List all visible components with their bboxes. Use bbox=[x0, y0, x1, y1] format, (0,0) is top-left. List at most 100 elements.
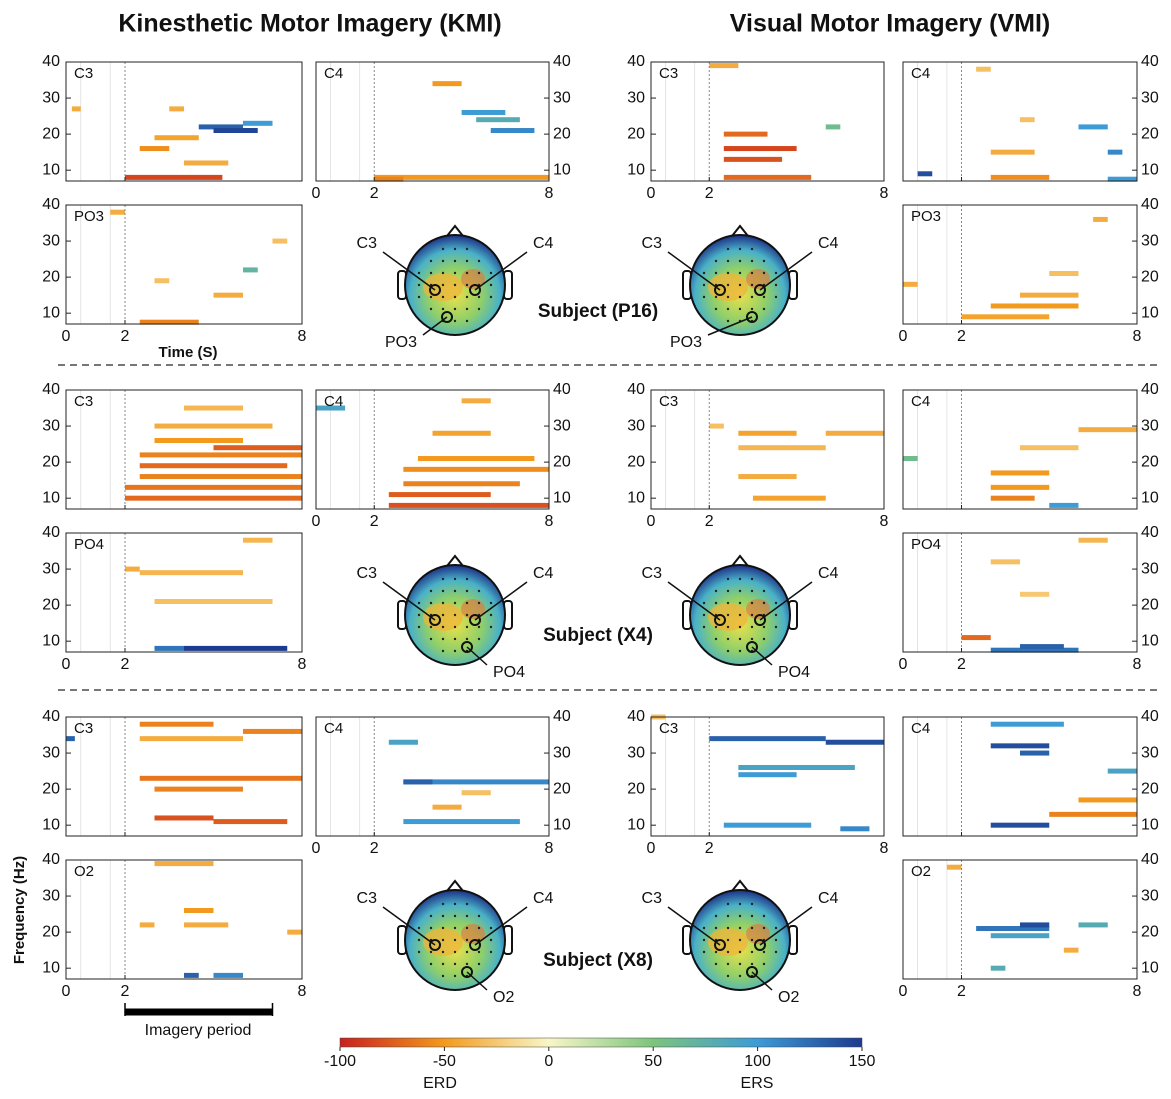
y-tick-label: 10 bbox=[553, 816, 571, 833]
electrode bbox=[727, 650, 729, 652]
electrode bbox=[418, 272, 420, 274]
erd-ers-segment bbox=[389, 492, 491, 497]
erd-ers-segment bbox=[72, 106, 81, 111]
electrode bbox=[727, 602, 729, 604]
electrode bbox=[418, 602, 420, 604]
electrode bbox=[715, 602, 717, 604]
y-tick-label: 30 bbox=[553, 89, 571, 106]
x-tick-label: 2 bbox=[370, 185, 379, 202]
electrode bbox=[490, 626, 492, 628]
electrode bbox=[739, 903, 741, 905]
erd-ers-segment bbox=[140, 474, 302, 479]
erd-ers-segment bbox=[753, 496, 826, 501]
y-tick-label: 30 bbox=[553, 744, 571, 761]
figure: Kinesthetic Motor Imagery (KMI) Visual M… bbox=[0, 0, 1171, 1094]
y-tick-label: 20 bbox=[627, 780, 645, 797]
erd-ers-segment bbox=[1020, 644, 1064, 649]
electrode bbox=[739, 308, 741, 310]
electrode bbox=[727, 296, 729, 298]
electrode bbox=[703, 614, 705, 616]
electrode bbox=[763, 963, 765, 965]
erd-ers-segment bbox=[476, 117, 520, 122]
erd-ers-segment bbox=[991, 966, 1006, 971]
y-tick-label: 20 bbox=[42, 453, 60, 470]
electrode bbox=[751, 951, 753, 953]
erd-ers-segment bbox=[125, 485, 302, 490]
erd-ers-segment bbox=[1020, 293, 1079, 298]
electrode bbox=[727, 578, 729, 580]
x-tick-label: 0 bbox=[312, 185, 321, 202]
y-tick-label: 40 bbox=[1141, 53, 1159, 70]
x-tick-label: 2 bbox=[370, 840, 379, 857]
y-tick-label: 30 bbox=[627, 744, 645, 761]
erd-ers-segment bbox=[1093, 217, 1108, 222]
colorbar bbox=[340, 1038, 862, 1047]
x-tick-label: 8 bbox=[880, 513, 889, 530]
y-tick-label: 40 bbox=[627, 381, 645, 398]
electrode bbox=[703, 272, 705, 274]
electrode bbox=[442, 260, 444, 262]
y-tick-label: 10 bbox=[553, 161, 571, 178]
electrode-label: C3 bbox=[642, 565, 663, 582]
electrode bbox=[775, 614, 777, 616]
electrode bbox=[478, 308, 480, 310]
y-tick-label: 10 bbox=[627, 161, 645, 178]
y-tick-label: 10 bbox=[42, 959, 60, 976]
electrode bbox=[430, 602, 432, 604]
erd-ers-segment bbox=[1049, 812, 1137, 817]
electrode bbox=[763, 915, 765, 917]
erd-ers-segment bbox=[243, 267, 258, 272]
electrode bbox=[715, 308, 717, 310]
erd-ers-segment bbox=[125, 175, 222, 180]
electrode-label: C3 bbox=[642, 890, 663, 907]
electrode-label: C3 bbox=[357, 235, 378, 252]
electrode bbox=[454, 614, 456, 616]
x-tick-label: 0 bbox=[647, 185, 656, 202]
electrode bbox=[454, 626, 456, 628]
x-tick-label: 8 bbox=[1133, 983, 1142, 1000]
electrode bbox=[763, 590, 765, 592]
x-tick-label: 2 bbox=[121, 656, 130, 673]
y-tick-label: 40 bbox=[42, 381, 60, 398]
panel-frame bbox=[903, 860, 1137, 979]
electrode bbox=[751, 915, 753, 917]
y-tick-label: 20 bbox=[553, 125, 571, 142]
electrode bbox=[478, 296, 480, 298]
electrode bbox=[751, 296, 753, 298]
erd-ers-segment bbox=[184, 160, 228, 165]
y-tick-label: 30 bbox=[1141, 560, 1159, 577]
electrode bbox=[478, 590, 480, 592]
erd-ers-segment bbox=[1079, 922, 1108, 927]
electrode bbox=[703, 602, 705, 604]
electrode bbox=[727, 927, 729, 929]
electrode bbox=[442, 614, 444, 616]
electrode-label: C4 bbox=[533, 890, 554, 907]
electrode bbox=[703, 296, 705, 298]
electrode bbox=[478, 951, 480, 953]
channel-label: C3 bbox=[74, 720, 93, 737]
erd-ers-segment bbox=[724, 132, 768, 137]
electrode bbox=[763, 626, 765, 628]
electrode bbox=[418, 626, 420, 628]
electrode bbox=[727, 951, 729, 953]
y-tick-label: 30 bbox=[553, 417, 571, 434]
erd-ers-segment bbox=[724, 157, 782, 162]
electrode bbox=[478, 626, 480, 628]
electrode bbox=[727, 975, 729, 977]
electrode bbox=[454, 927, 456, 929]
y-tick-label: 20 bbox=[42, 923, 60, 940]
colorbar-label: ERD bbox=[423, 1075, 457, 1092]
y-tick-label: 40 bbox=[1141, 524, 1159, 541]
channel-label: C4 bbox=[911, 720, 930, 737]
erd-ers-segment bbox=[433, 431, 491, 436]
y-tick-label: 40 bbox=[1141, 851, 1159, 868]
colorbar-tick-label: 150 bbox=[849, 1053, 876, 1070]
y-tick-label: 40 bbox=[627, 53, 645, 70]
erd-ers-segment bbox=[243, 538, 273, 543]
erd-ers-segment bbox=[140, 452, 302, 457]
erd-ers-segment bbox=[403, 481, 520, 486]
electrode bbox=[715, 272, 717, 274]
electrode bbox=[715, 626, 717, 628]
electrode bbox=[490, 602, 492, 604]
electrode bbox=[442, 903, 444, 905]
